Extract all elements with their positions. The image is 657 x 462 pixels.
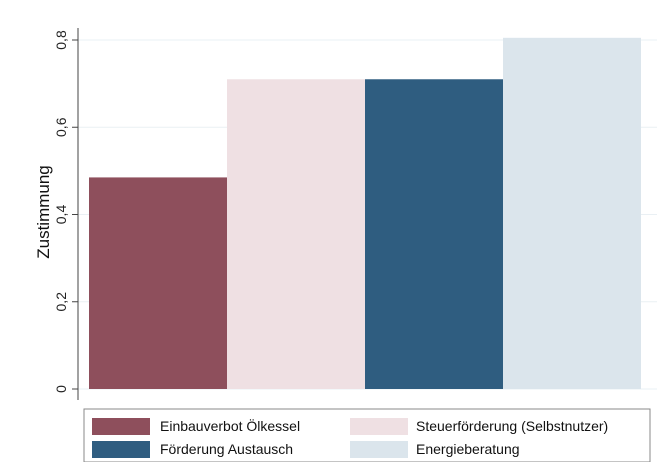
y-tick-label: 0,4	[53, 205, 69, 225]
legend-swatch-4	[350, 441, 408, 458]
y-tick-label: 0,2	[53, 292, 69, 312]
legend-label-3: Förderung Austausch	[160, 441, 293, 457]
y-tick-label: 0,6	[53, 117, 69, 137]
y-tick-label: 0,8	[53, 30, 69, 50]
legend: Einbauverbot Ölkessel Steuerförderung (Se…	[83, 408, 651, 462]
y-tick-label: 0	[53, 385, 69, 393]
bar-4	[503, 37, 641, 389]
bar-2	[227, 79, 365, 389]
legend-swatch-2	[350, 418, 408, 435]
legend-label-2: Steuerförderung (Selbstnutzer)	[416, 418, 608, 434]
legend-swatch-3	[92, 441, 150, 458]
bar-1	[89, 177, 227, 389]
y-axis-title: Zustimmung	[34, 165, 53, 259]
legend-label-1: Einbauverbot Ölkessel	[160, 417, 300, 434]
y-axis: 0 0,2 0,4 0,6 0,8	[53, 28, 79, 400]
bars	[89, 37, 641, 389]
bar-3	[365, 79, 503, 389]
legend-label-4: Energieberatung	[416, 441, 520, 457]
legend-swatch-1	[92, 418, 150, 435]
